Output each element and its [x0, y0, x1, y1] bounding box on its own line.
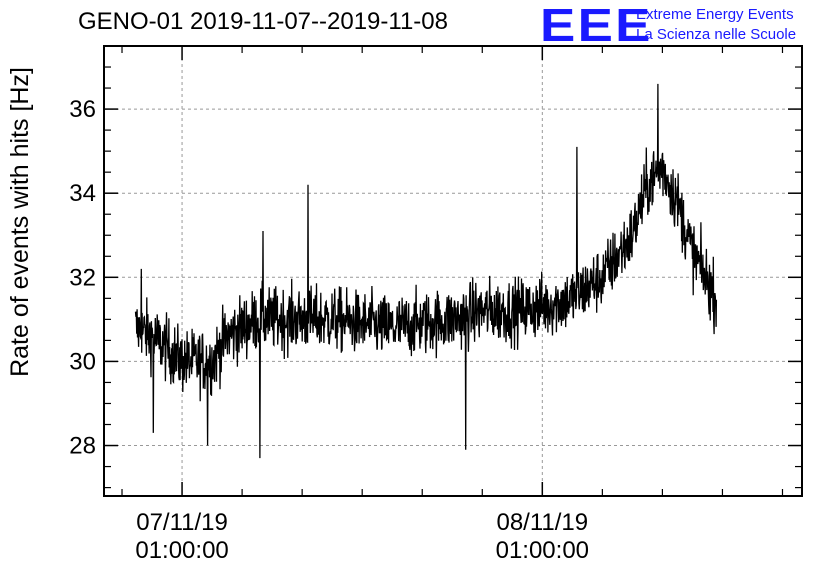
eee-logo-mark: EEE	[540, 0, 653, 51]
y-tick-label: 36	[69, 96, 96, 123]
x-tick-label-time: 01:00:00	[496, 537, 589, 564]
logo-text-line-1: Extreme Energy Events	[636, 6, 794, 23]
y-tick-label: 30	[69, 348, 96, 375]
y-tick-label: 28	[69, 433, 96, 460]
y-tick-label: 32	[69, 264, 96, 291]
minor-ticks	[104, 45, 802, 496]
x-tick-label-date: 07/11/19	[136, 509, 228, 536]
series-layer	[134, 83, 718, 459]
logo-text-line-2: La Scienza nelle Scuole	[636, 26, 797, 43]
x-tick-label-time: 01:00:00	[135, 537, 228, 564]
axis-layer: 283032343607/11/1901:00:0008/11/1901:00:…	[69, 46, 802, 564]
y-axis-label: Rate of events with hits [Hz]	[6, 67, 34, 377]
plot-frame	[103, 45, 803, 497]
chart-title: GENO-01 2019-11-07--2019-11-08	[78, 8, 448, 35]
grid-layer	[104, 46, 802, 496]
x-tick-label-date: 08/11/19	[496, 509, 588, 536]
y-tick-label: 34	[69, 180, 96, 207]
rate-series-line	[134, 83, 718, 459]
